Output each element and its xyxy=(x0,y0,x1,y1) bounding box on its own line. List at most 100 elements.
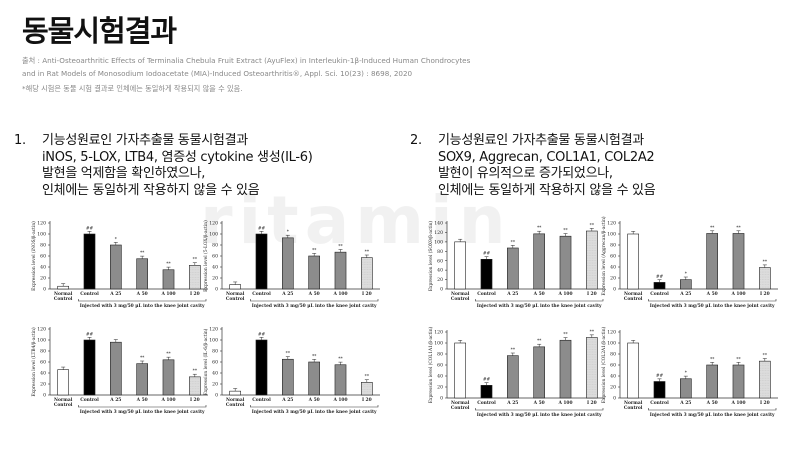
significance-mark: ** xyxy=(537,226,542,231)
y-tick-label: 40 xyxy=(610,265,616,271)
section-1-number: 1. xyxy=(14,133,26,148)
significance-mark: ** xyxy=(763,260,768,265)
y-tick-label: 120 xyxy=(434,230,443,236)
significance-mark: ** xyxy=(193,258,198,263)
significance-mark: * xyxy=(115,237,118,242)
significance-mark: ** xyxy=(537,339,542,344)
significance-mark: * xyxy=(685,272,688,277)
bar-i-20 xyxy=(586,230,598,290)
bar-a-100 xyxy=(162,359,175,396)
significance-mark: ** xyxy=(338,357,343,362)
group-bracket xyxy=(475,299,604,302)
source-citation: 출처 : Anti-Osteoarthritic Effects of Term… xyxy=(22,55,722,80)
x-axis-label: Injected with 3 mg/50 μL into the knee j… xyxy=(650,304,775,309)
y-tick-label: 80 xyxy=(437,249,443,255)
section-2-line-4: 인체에는 동일하게 작용하지 않을 수 있음 xyxy=(438,182,656,198)
chart-sox9: 0 20 40 60 80 100 120 140 Expression level (SOX9… xyxy=(425,217,615,317)
bar-control xyxy=(653,282,666,290)
bar-a-50 xyxy=(136,258,148,290)
page-title: 동물시험결과 xyxy=(22,14,177,48)
section-1-heading: 1. 기능성원료인 가자추출물 동물시험결과 iNOS, 5-LOX, LTB4,… xyxy=(14,133,313,199)
y-axis-label: Expression level (IL-6/β-actin) xyxy=(204,328,209,395)
bar-a-50 xyxy=(533,346,545,399)
y-tick-label: 40 xyxy=(40,265,46,271)
category-label: A 50 xyxy=(706,292,718,297)
group-bracket xyxy=(648,299,777,302)
x-axis-label: Injected with 3 mg/50 μL into the knee j… xyxy=(252,304,377,309)
significance-mark: ** xyxy=(312,248,317,253)
category-label: A 50 xyxy=(308,398,320,403)
y-tick-label: 80 xyxy=(437,352,443,358)
chart-5lox: 0 20 40 60 80 100 120 Expression level (5-LOX/β… xyxy=(200,217,390,317)
y-tick-label: 60 xyxy=(212,360,218,366)
bar-a-50 xyxy=(706,233,718,290)
y-tick-label: 0 xyxy=(440,287,443,293)
significance-mark: ** xyxy=(140,251,145,256)
section-1-line-1: 1. 기능성원료인 가자추출물 동물시험결과 xyxy=(14,133,248,148)
significance-mark: ** xyxy=(563,229,568,234)
category-label: Normal xyxy=(451,401,470,406)
y-axis-label: Expression level (SOX9/β-actin) xyxy=(429,221,434,292)
category-label: A 25 xyxy=(109,292,121,297)
y-tick-label: 0 xyxy=(43,393,46,399)
category-label: Control xyxy=(80,292,99,297)
bar-i-20 xyxy=(189,265,201,290)
bar-control xyxy=(83,233,96,290)
category-label: Normal xyxy=(451,292,470,297)
significance-mark: ** xyxy=(710,357,715,362)
significance-mark: ## xyxy=(483,252,491,257)
category-label: Control xyxy=(54,297,73,302)
bar-a-100 xyxy=(559,339,572,399)
y-tick-label: 20 xyxy=(212,382,218,388)
category-label: Normal xyxy=(624,401,643,406)
significance-mark: ** xyxy=(511,348,516,353)
significance-mark: ** xyxy=(563,333,568,338)
significance-mark: ** xyxy=(166,262,171,267)
significance-mark: ## xyxy=(258,226,266,231)
bar-normal-control xyxy=(57,369,69,396)
y-tick-label: 120 xyxy=(434,330,443,336)
y-tick-label: 0 xyxy=(215,393,218,399)
category-label: Normal xyxy=(226,398,245,403)
category-label: Control xyxy=(650,401,669,406)
y-tick-label: 60 xyxy=(212,254,218,260)
significance-mark: ** xyxy=(511,240,516,245)
significance-mark: * xyxy=(685,371,688,376)
category-label: A 100 xyxy=(557,292,572,297)
bar-control xyxy=(653,381,666,399)
bar-control xyxy=(480,258,493,290)
y-tick-label: 100 xyxy=(607,232,616,238)
y-tick-label: 0 xyxy=(440,396,443,402)
bar-normal-control xyxy=(454,241,466,290)
y-axis-label: Expression level (COL2A1/β-actin) xyxy=(602,326,607,403)
significance-mark: ** xyxy=(312,354,317,359)
section-2-line-3: 발현이 유의적으로 증가되었으나, xyxy=(438,166,613,181)
bar-normal-control xyxy=(229,390,241,396)
category-label: Normal xyxy=(226,292,245,297)
bar-a-100 xyxy=(559,235,572,290)
y-axis-label: Expression level (LTB4/β-actin) xyxy=(32,327,37,397)
y-axis-label: Expression level (Aggrecan/β-actin) xyxy=(602,216,607,296)
significance-mark: ## xyxy=(656,374,664,379)
category-label: I 20 xyxy=(190,398,200,403)
y-tick-label: 120 xyxy=(37,221,46,227)
source-line-2: and in Rat Models of Monosodium Iodoacet… xyxy=(22,68,413,78)
category-label: I 20 xyxy=(362,292,372,297)
category-label: I 20 xyxy=(760,401,770,406)
category-label: Control xyxy=(252,292,271,297)
bar-i-20 xyxy=(586,337,598,399)
significance-mark: ** xyxy=(365,375,370,380)
bar-i-20 xyxy=(189,376,201,396)
y-axis-label: Expression level (COL1A1/β-actin) xyxy=(429,326,434,403)
category-label: A 50 xyxy=(533,401,545,406)
y-tick-label: 80 xyxy=(610,352,616,358)
category-label: A 25 xyxy=(679,401,691,406)
category-label: I 20 xyxy=(587,292,597,297)
chart-inos: 0 20 40 60 80 100 120 Expression level (iNOS/β-… xyxy=(28,217,218,317)
bar-a-25 xyxy=(507,247,519,290)
y-tick-label: 100 xyxy=(434,341,443,347)
bar-a-25 xyxy=(282,358,294,396)
